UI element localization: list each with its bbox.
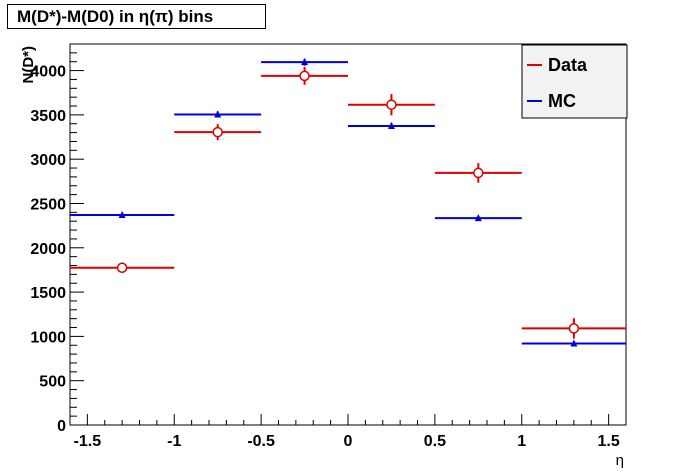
open-circle-marker <box>473 167 484 179</box>
triangle-marker <box>387 121 395 129</box>
triangle-marker <box>570 339 578 347</box>
legend-label-data: Data <box>548 55 588 75</box>
data-point <box>348 94 435 116</box>
triangle-marker <box>301 58 309 66</box>
y-tick-label: 4000 <box>30 64 66 81</box>
triangle-marker <box>118 211 126 219</box>
y-axis-label: N(D*) <box>20 46 37 84</box>
legend-box <box>521 44 628 119</box>
chart-title: M(D*)-M(D0) in η(π) bins <box>7 4 266 29</box>
x-tick-label: 0 <box>344 433 353 450</box>
legend-label-mc: MC <box>548 91 576 111</box>
mc-point <box>434 214 522 222</box>
y-tick-label: 1500 <box>30 285 66 302</box>
x-tick-label: -1.5 <box>74 433 102 450</box>
mc-point <box>261 58 348 66</box>
x-tick-label: 1 <box>517 433 526 450</box>
y-tick-label: 2000 <box>30 241 66 258</box>
open-circle-marker <box>116 262 128 273</box>
triangle-marker <box>214 110 222 118</box>
open-circle-marker <box>568 323 580 334</box>
mc-point <box>521 339 626 347</box>
series-data <box>70 67 626 339</box>
mc-point <box>70 211 175 219</box>
x-tick-label: 1.5 <box>598 433 620 450</box>
data-point <box>434 163 522 183</box>
open-circle-marker <box>386 99 397 110</box>
x-tick-label: 0.5 <box>424 433 446 450</box>
data-point <box>174 124 262 141</box>
data-point <box>521 318 626 339</box>
y-tick-label: 3500 <box>30 108 66 125</box>
open-circle-marker <box>299 70 310 82</box>
y-tick-label: 0 <box>57 418 66 435</box>
triangle-marker <box>474 214 482 222</box>
data-point <box>70 262 175 274</box>
x-axis-label: η <box>616 452 624 469</box>
mc-point <box>348 121 435 130</box>
x-tick-label: -0.5 <box>247 433 275 450</box>
y-tick-label: 3000 <box>30 152 66 169</box>
open-circle-marker <box>212 126 223 138</box>
y-tick-label: 500 <box>39 374 66 391</box>
mc-point <box>174 110 262 118</box>
y-tick-label: 1000 <box>30 329 66 346</box>
data-point <box>261 67 348 85</box>
y-tick-label: 2500 <box>30 196 66 213</box>
series-mc <box>70 58 626 347</box>
x-tick-label: -1 <box>167 433 181 450</box>
